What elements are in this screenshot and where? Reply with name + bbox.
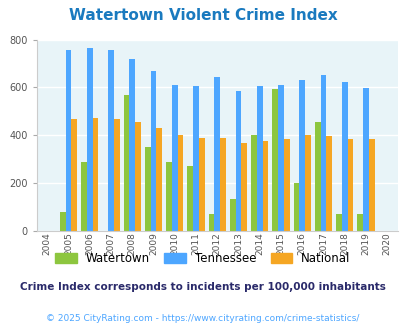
Bar: [298, 80, 304, 231]
Bar: [71, 119, 77, 231]
Bar: [262, 141, 268, 231]
Bar: [87, 48, 92, 231]
Bar: [326, 136, 331, 231]
Bar: [171, 85, 177, 231]
Bar: [229, 199, 235, 231]
Legend: Watertown, Tennessee, National: Watertown, Tennessee, National: [51, 248, 354, 269]
Bar: [108, 50, 113, 231]
Bar: [177, 135, 183, 231]
Bar: [356, 214, 362, 231]
Bar: [113, 119, 119, 231]
Text: Crime Index corresponds to incidents per 100,000 inhabitants: Crime Index corresponds to incidents per…: [20, 282, 385, 292]
Bar: [220, 138, 225, 231]
Bar: [272, 89, 277, 231]
Bar: [314, 122, 320, 231]
Bar: [81, 162, 87, 231]
Bar: [208, 214, 214, 231]
Bar: [193, 86, 198, 231]
Bar: [241, 143, 247, 231]
Bar: [65, 50, 71, 231]
Bar: [320, 75, 326, 231]
Bar: [341, 82, 347, 231]
Text: Watertown Violent Crime Index: Watertown Violent Crime Index: [68, 8, 337, 23]
Bar: [92, 117, 98, 231]
Bar: [214, 77, 220, 231]
Bar: [129, 59, 135, 231]
Bar: [335, 214, 341, 231]
Bar: [156, 128, 162, 231]
Bar: [304, 135, 310, 231]
Bar: [277, 85, 283, 231]
Bar: [135, 122, 141, 231]
Text: © 2025 CityRating.com - https://www.cityrating.com/crime-statistics/: © 2025 CityRating.com - https://www.city…: [46, 314, 359, 323]
Bar: [145, 147, 150, 231]
Bar: [235, 90, 241, 231]
Bar: [251, 135, 256, 231]
Bar: [166, 162, 171, 231]
Bar: [256, 86, 262, 231]
Bar: [150, 71, 156, 231]
Bar: [283, 139, 289, 231]
Bar: [347, 139, 352, 231]
Bar: [293, 183, 298, 231]
Bar: [60, 212, 65, 231]
Bar: [362, 88, 368, 231]
Bar: [123, 95, 129, 231]
Bar: [368, 139, 374, 231]
Bar: [187, 166, 193, 231]
Bar: [198, 138, 204, 231]
